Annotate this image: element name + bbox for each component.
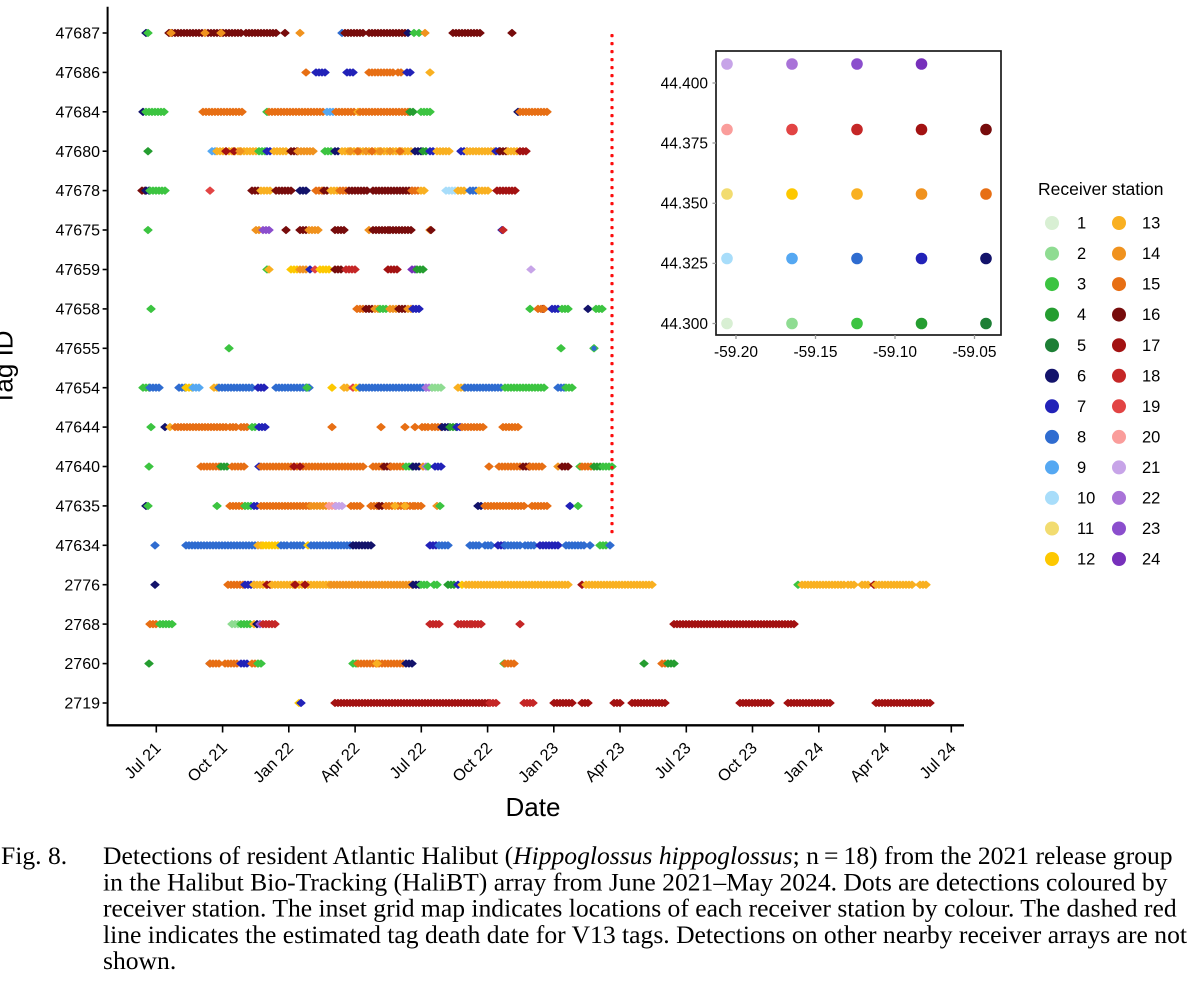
svg-text:15: 15: [1142, 276, 1160, 294]
svg-text:47640: 47640: [56, 459, 101, 476]
svg-text:47635: 47635: [56, 499, 101, 516]
svg-text:47634: 47634: [56, 538, 101, 555]
svg-text:19: 19: [1142, 398, 1160, 416]
svg-text:47654: 47654: [56, 380, 101, 397]
svg-text:-59.10: -59.10: [873, 344, 917, 361]
svg-text:11: 11: [1077, 520, 1094, 538]
svg-text:7: 7: [1077, 398, 1086, 416]
svg-text:in the Halibut Bio-Tracking (H: in the Halibut Bio-Tracking (HaliBT) arr…: [103, 867, 1168, 896]
svg-text:1: 1: [1077, 215, 1086, 233]
svg-text:47686: 47686: [56, 65, 101, 82]
svg-text:9: 9: [1077, 459, 1086, 477]
svg-text:47675: 47675: [56, 223, 101, 240]
svg-text:47680: 47680: [56, 144, 101, 161]
svg-text:12: 12: [1077, 551, 1095, 569]
svg-text:Detections of resident Atlanti: Detections of resident Atlantic Halibut …: [103, 841, 1173, 870]
svg-text:44.375: 44.375: [661, 135, 708, 152]
svg-text:-59.20: -59.20: [714, 344, 758, 361]
svg-text:3: 3: [1077, 276, 1086, 294]
svg-text:line indicates the estimated t: line indicates the estimated tag death d…: [103, 920, 1187, 949]
svg-text:44.325: 44.325: [661, 256, 708, 273]
svg-text:4: 4: [1077, 306, 1086, 324]
svg-text:shown.: shown.: [103, 946, 176, 975]
svg-text:21: 21: [1142, 459, 1160, 477]
svg-text:44.350: 44.350: [661, 196, 709, 213]
svg-text:Fig. 8.: Fig. 8.: [1, 841, 67, 870]
svg-text:Tag ID: Tag ID: [0, 330, 19, 405]
svg-text:20: 20: [1142, 429, 1160, 447]
svg-text:13: 13: [1142, 215, 1160, 233]
svg-text:44.300: 44.300: [661, 316, 709, 333]
svg-text:Receiver station: Receiver station: [1038, 179, 1163, 199]
svg-text:6: 6: [1077, 367, 1086, 385]
svg-text:2719: 2719: [64, 696, 100, 713]
svg-text:10: 10: [1077, 490, 1095, 508]
svg-text:2776: 2776: [64, 577, 100, 594]
svg-text:5: 5: [1077, 337, 1086, 355]
svg-text:17: 17: [1142, 337, 1160, 355]
svg-text:47678: 47678: [56, 183, 101, 200]
svg-text:14: 14: [1142, 245, 1160, 263]
svg-text:2768: 2768: [64, 617, 100, 634]
svg-text:receiver station. The inset gr: receiver station. The inset grid map ind…: [103, 894, 1177, 923]
svg-text:24: 24: [1142, 551, 1160, 569]
svg-text:16: 16: [1142, 306, 1160, 324]
svg-text:23: 23: [1142, 520, 1160, 538]
svg-text:44.400: 44.400: [661, 75, 709, 92]
svg-text:8: 8: [1077, 429, 1086, 447]
svg-text:18: 18: [1142, 367, 1160, 385]
svg-text:2760: 2760: [64, 656, 100, 673]
svg-text:47658: 47658: [56, 302, 101, 319]
svg-text:47655: 47655: [56, 341, 101, 358]
svg-text:-59.15: -59.15: [794, 344, 838, 361]
svg-text:22: 22: [1142, 490, 1160, 508]
svg-text:47659: 47659: [56, 262, 101, 279]
svg-text:-59.05: -59.05: [953, 344, 997, 361]
svg-text:47687: 47687: [56, 26, 101, 43]
svg-text:Date: Date: [506, 792, 561, 822]
svg-text:2: 2: [1077, 245, 1086, 263]
svg-text:47644: 47644: [56, 420, 101, 437]
svg-text:47684: 47684: [56, 104, 101, 121]
